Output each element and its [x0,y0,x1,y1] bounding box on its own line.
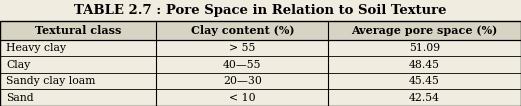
Text: Heavy clay: Heavy clay [6,43,66,53]
Text: Sandy clay loam: Sandy clay loam [6,76,96,86]
Text: 40—55: 40—55 [223,60,262,70]
Text: 51.09: 51.09 [409,43,440,53]
Text: Textural class: Textural class [35,25,121,36]
Text: Clay content (%): Clay content (%) [191,25,294,36]
Text: 45.45: 45.45 [409,76,440,86]
Text: > 55: > 55 [229,43,255,53]
Text: Clay: Clay [6,60,31,70]
Bar [0,21,521,106]
Text: Average pore space (%): Average pore space (%) [352,25,498,36]
Text: 48.45: 48.45 [409,60,440,70]
Text: 20—30: 20—30 [223,76,262,86]
Text: < 10: < 10 [229,93,256,103]
Bar [0,21,521,40]
Text: 42.54: 42.54 [409,93,440,103]
Text: TABLE 2.7 : Pore Space in Relation to Soil Texture: TABLE 2.7 : Pore Space in Relation to So… [75,4,446,17]
Text: Sand: Sand [6,93,34,103]
